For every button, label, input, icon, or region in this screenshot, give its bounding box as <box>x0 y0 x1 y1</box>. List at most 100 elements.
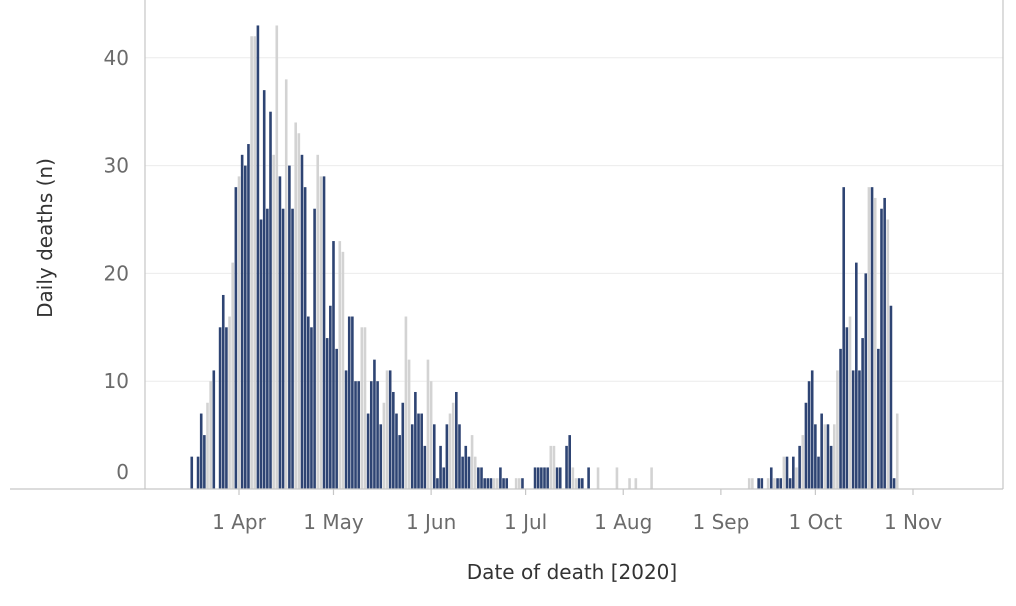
bar <box>807 381 811 489</box>
bar <box>855 262 858 489</box>
bar <box>398 435 401 489</box>
bar <box>886 219 890 489</box>
bar <box>480 467 483 489</box>
bar <box>549 445 553 489</box>
x-tick-label: 1 Sep <box>692 510 749 534</box>
bars <box>190 25 899 490</box>
axes <box>10 0 1004 490</box>
bar <box>505 478 509 489</box>
bar <box>199 413 203 489</box>
bar <box>231 262 234 489</box>
bar <box>206 402 209 489</box>
bar <box>332 241 335 489</box>
bar <box>316 154 320 489</box>
bar <box>442 467 446 489</box>
bar <box>228 316 231 489</box>
bar <box>262 90 266 489</box>
bar <box>650 467 653 489</box>
bar <box>247 144 250 490</box>
bar <box>319 176 323 489</box>
bar <box>587 467 590 489</box>
bar <box>455 391 458 489</box>
bar <box>499 467 502 489</box>
bar <box>417 413 420 489</box>
bar <box>785 456 789 489</box>
bar <box>489 478 493 489</box>
bar <box>773 478 776 489</box>
bar <box>779 478 783 489</box>
bar <box>848 316 852 489</box>
bar <box>596 467 600 489</box>
bar <box>250 36 253 490</box>
bar <box>351 316 354 489</box>
bar <box>410 424 414 489</box>
bar <box>836 370 839 489</box>
bar <box>832 424 836 489</box>
bar <box>458 424 461 489</box>
bar <box>565 445 568 489</box>
bar <box>483 478 486 489</box>
bar <box>382 402 386 489</box>
bar <box>256 25 260 490</box>
bar <box>338 241 342 489</box>
bar <box>303 187 307 489</box>
bar <box>357 381 360 489</box>
bar <box>477 467 480 489</box>
bar <box>366 413 370 489</box>
bar <box>221 294 225 489</box>
bar <box>518 478 521 489</box>
bar <box>335 348 338 489</box>
bar <box>275 25 279 490</box>
bar <box>823 424 827 489</box>
y-tick-label: 40 <box>104 46 129 70</box>
bar <box>568 435 571 489</box>
bar <box>392 391 395 489</box>
bar <box>757 478 760 489</box>
bar <box>432 424 436 489</box>
bar <box>845 327 849 489</box>
bar <box>218 327 222 489</box>
bar <box>492 478 496 489</box>
bar <box>873 197 877 489</box>
bar <box>546 467 549 489</box>
bar <box>369 381 373 489</box>
bar <box>407 359 411 489</box>
bar <box>892 478 896 489</box>
bar <box>464 445 468 489</box>
bar <box>423 445 427 489</box>
bar <box>766 478 770 489</box>
x-tick-label: 1 Nov <box>884 510 942 534</box>
bar <box>379 424 383 489</box>
bar <box>212 370 216 489</box>
bar <box>801 435 805 489</box>
bar <box>237 176 241 489</box>
bar <box>634 478 638 489</box>
bar <box>373 359 376 489</box>
bar <box>839 348 842 489</box>
bar <box>555 467 559 489</box>
bar <box>414 391 417 489</box>
bar <box>864 273 868 489</box>
bar <box>495 478 499 489</box>
bar <box>769 467 773 489</box>
bar <box>810 370 814 489</box>
x-tick-label: 1 Jul <box>504 510 547 534</box>
bar <box>747 478 751 489</box>
bar <box>760 478 764 489</box>
bar <box>278 176 282 489</box>
bar <box>401 402 405 489</box>
bar <box>577 478 581 489</box>
bar <box>502 478 505 489</box>
bar <box>360 327 364 489</box>
bar <box>294 122 297 489</box>
y-axis-ticks: 0 10 20 30 40 <box>104 46 129 484</box>
bar <box>782 456 786 489</box>
bar <box>448 413 452 489</box>
bar <box>817 456 820 489</box>
y-tick-label: 30 <box>104 154 129 178</box>
bar <box>240 154 244 489</box>
bar <box>420 413 423 489</box>
x-tick-label: 1 Apr <box>212 510 266 534</box>
bar <box>514 478 518 489</box>
bar <box>883 197 886 489</box>
